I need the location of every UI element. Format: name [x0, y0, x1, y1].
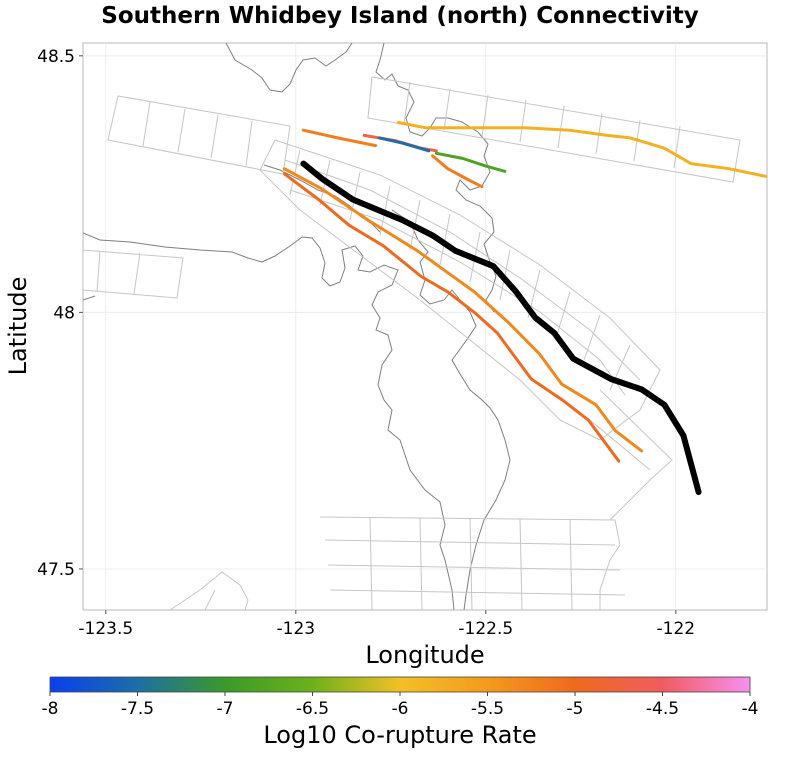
- fault-traces: [282, 121, 767, 495]
- y-tick-label: 48: [53, 303, 75, 323]
- y-axis-ticks: 47.5 48 48.5: [37, 47, 83, 580]
- corupture-fault-trace: [377, 136, 431, 153]
- colorbar-tick-label: -4.5: [646, 699, 679, 719]
- corupture-fault-trace: [282, 167, 644, 453]
- y-tick-label: 47.5: [37, 560, 75, 580]
- coastline: [83, 43, 511, 610]
- grid-lines: [83, 43, 767, 610]
- colorbar-label: Log10 Co-rupture Rate: [263, 721, 536, 749]
- corupture-fault-trace: [282, 172, 621, 463]
- y-tick-label: 48.5: [37, 47, 75, 67]
- corupture-fault-trace: [301, 128, 378, 148]
- x-tick-label: -123.5: [78, 619, 133, 639]
- colorbar-tick-label: -7.5: [121, 699, 154, 719]
- x-tick-label: -122: [657, 619, 696, 639]
- colorbar-tick-label: -6.5: [296, 699, 329, 719]
- colorbar-tick-label: -5: [567, 699, 584, 719]
- colorbar-tick-label: -6: [392, 699, 409, 719]
- plot-area: [82, 42, 768, 611]
- target-fault-trace: [300, 160, 702, 495]
- colorbar-tick-label: -5.5: [471, 699, 504, 719]
- colorbar-tick-label: -4: [742, 699, 759, 719]
- x-axis-label: Longitude: [365, 641, 484, 669]
- corupture-fault-trace: [431, 154, 484, 189]
- y-axis-label: Latitude: [4, 277, 32, 376]
- colorbar-ticks: -8 -7.5 -7 -6.5 -6 -5.5 -5 -4.5 -4: [42, 692, 759, 719]
- colorbar-tick-label: -7: [217, 699, 234, 719]
- x-axis-ticks: -123.5 -123 -122.5 -122: [78, 610, 695, 639]
- corupture-fault-trace: [396, 121, 767, 179]
- colorbar-tick-label: -8: [42, 699, 59, 719]
- x-tick-label: -123: [277, 619, 316, 639]
- x-tick-label: -122.5: [458, 619, 513, 639]
- colorbar: [49, 676, 751, 693]
- chart-title: Southern Whidbey Island (north) Connecti…: [101, 3, 698, 29]
- corupture-fault-trace: [434, 151, 507, 173]
